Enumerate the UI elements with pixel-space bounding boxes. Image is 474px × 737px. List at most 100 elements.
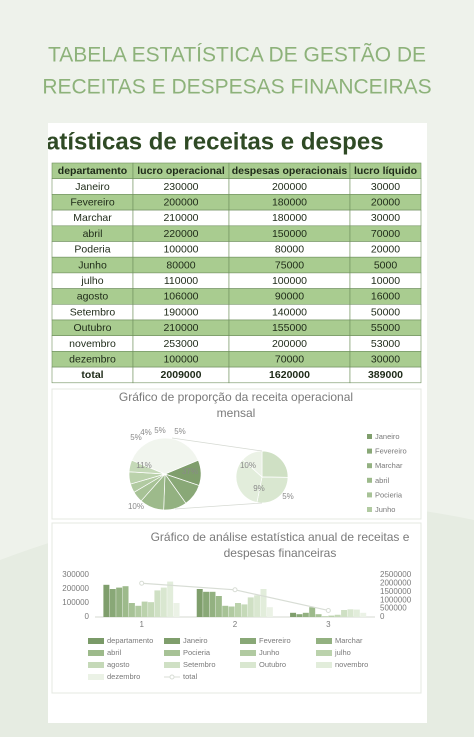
table-text: novembro xyxy=(69,338,116,350)
legend-swatch xyxy=(240,638,256,644)
sheet-title: atísticas de receitas e despes xyxy=(46,128,384,155)
table-text: abril xyxy=(83,228,103,240)
legend-swatch xyxy=(367,477,372,483)
legend-swatch xyxy=(367,448,372,454)
y2-tick-label: 2500000 xyxy=(380,570,412,579)
table-text: 210000 xyxy=(163,322,198,334)
y2-tick-label: 500000 xyxy=(380,604,407,613)
table-text: agosto xyxy=(77,291,109,303)
legend-label: dezembro xyxy=(107,672,140,681)
legend-swatch xyxy=(316,650,332,656)
legend-swatch xyxy=(367,463,372,469)
table-text: 190000 xyxy=(163,306,198,318)
table-text: 210000 xyxy=(163,212,198,224)
table-text: 220000 xyxy=(163,228,198,240)
table-text: 2009000 xyxy=(161,369,202,381)
bar xyxy=(254,595,261,617)
table-text: despesas operacionais xyxy=(232,165,348,177)
x-tick-label: 3 xyxy=(326,620,331,629)
legend-swatch xyxy=(316,662,332,668)
pie-label: 11% xyxy=(136,461,151,470)
table-text: 50000 xyxy=(371,306,400,318)
bar xyxy=(141,601,148,617)
x-tick-label: 1 xyxy=(139,620,144,629)
legend-label: abril xyxy=(375,476,390,485)
legend-swatch xyxy=(367,507,372,512)
chart-title: Gráfico de análise estatística anual de … xyxy=(151,530,410,544)
legend-swatch xyxy=(240,662,256,668)
table-text: 30000 xyxy=(371,181,400,193)
legend-swatch xyxy=(316,638,332,644)
connector xyxy=(174,502,263,510)
legend-swatch xyxy=(88,650,104,656)
bar xyxy=(228,606,235,617)
table-text: julho xyxy=(80,275,103,287)
table-text: Fevereiro xyxy=(70,197,115,209)
legend-label: Junho xyxy=(259,648,279,657)
total-point xyxy=(139,580,145,586)
legend-label: Junho xyxy=(375,505,395,514)
section-border xyxy=(51,522,422,694)
legend-label: julho xyxy=(334,648,351,657)
legend-label: Marchar xyxy=(375,461,403,470)
total-point xyxy=(325,607,331,613)
pie-label: 37% xyxy=(182,467,198,476)
legend-swatch xyxy=(367,434,372,439)
legend-label: Pocieria xyxy=(375,490,403,499)
legend-point xyxy=(169,674,175,680)
table-text: Setembro xyxy=(70,306,116,318)
bar xyxy=(116,587,123,617)
x-tick-label: 2 xyxy=(233,620,238,629)
bar xyxy=(103,584,110,617)
pie-label: 5% xyxy=(282,492,294,501)
pie-label: 5% xyxy=(130,433,142,442)
y-tick-label: 300000 xyxy=(62,570,89,579)
table-text: dezembro xyxy=(69,354,116,366)
legend-label: Pocieria xyxy=(183,648,211,657)
bar xyxy=(321,616,328,617)
bar xyxy=(341,610,348,617)
table-text: 150000 xyxy=(272,228,307,240)
bar xyxy=(266,607,273,617)
table-text: 200000 xyxy=(163,197,198,209)
table-text: 75000 xyxy=(275,259,304,271)
legend-label: departamento xyxy=(107,636,153,645)
table-text: 200000 xyxy=(272,181,307,193)
legend-label: total xyxy=(183,672,198,681)
bar xyxy=(148,602,155,617)
table-text: Poderia xyxy=(74,244,110,256)
table-text: 155000 xyxy=(272,322,307,334)
legend-swatch xyxy=(164,650,180,656)
bar xyxy=(328,615,335,617)
legend-swatch xyxy=(88,662,104,668)
pie-label: 10% xyxy=(128,502,144,511)
table-text: 100000 xyxy=(163,354,198,366)
legend-swatch xyxy=(164,638,180,644)
chart-title: Gráfico de proporção da receita operacio… xyxy=(119,390,353,404)
bar xyxy=(360,612,367,617)
table-text: 16000 xyxy=(371,291,400,303)
table-cell xyxy=(349,366,422,384)
legend-swatch xyxy=(164,662,180,668)
table-text: 1620000 xyxy=(269,369,310,381)
table-text: 30000 xyxy=(371,354,400,366)
legend-swatch xyxy=(88,674,104,680)
bar xyxy=(215,596,222,617)
table-text: 200000 xyxy=(272,338,307,350)
pie-label: 4% xyxy=(140,428,152,437)
bar xyxy=(160,587,167,617)
bar xyxy=(128,603,135,617)
bar xyxy=(222,605,229,617)
table-text: 140000 xyxy=(272,306,307,318)
bar xyxy=(315,614,322,617)
table-text: 55000 xyxy=(371,322,400,334)
table-text: Janeiro xyxy=(75,181,110,193)
bar xyxy=(347,609,354,617)
table-text: 53000 xyxy=(371,338,400,350)
bar xyxy=(353,609,360,617)
bar xyxy=(154,590,161,617)
bar xyxy=(196,589,203,617)
table-text: 80000 xyxy=(275,244,304,256)
pie-label: 9% xyxy=(253,484,265,493)
bar xyxy=(241,604,248,617)
